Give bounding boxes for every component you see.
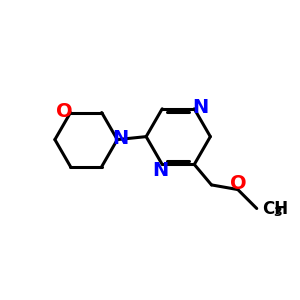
Text: CH: CH: [262, 200, 288, 218]
Text: O: O: [56, 102, 72, 121]
Text: N: N: [153, 161, 169, 181]
Text: 3: 3: [273, 206, 281, 219]
Text: O: O: [230, 174, 246, 193]
Text: N: N: [193, 98, 209, 117]
Text: N: N: [113, 129, 129, 148]
